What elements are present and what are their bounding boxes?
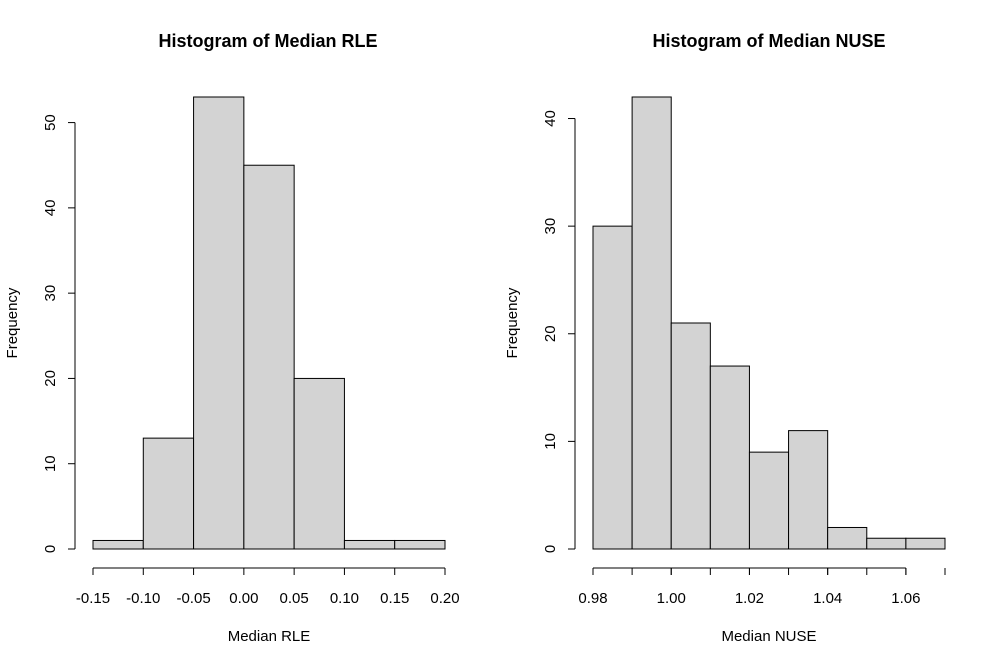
x-tick-label: 1.00 <box>657 590 686 607</box>
x-tick-label: 0.10 <box>330 590 359 607</box>
histogram-bar <box>788 430 829 550</box>
x-tick-label: -0.10 <box>126 590 160 607</box>
histogram-bar <box>866 537 907 550</box>
x-tick-label: 0.05 <box>280 590 309 607</box>
x-axis: 0.98 1.00 1.02 1.04 1.06 <box>578 567 946 607</box>
x-tick-label: 1.02 <box>735 590 764 607</box>
histogram-bar <box>394 539 446 550</box>
histogram-bar <box>592 225 633 550</box>
y-tick-label: 50 <box>42 114 59 131</box>
bar-group <box>92 96 446 550</box>
y-axis: 0 10 20 30 40 50 <box>42 114 76 553</box>
histogram-bar <box>827 526 868 550</box>
histogram-bar <box>905 537 946 550</box>
x-tick-label: 1.06 <box>891 590 920 607</box>
y-tick-label: 30 <box>542 218 559 235</box>
histogram-bar <box>670 322 711 550</box>
chart-title: Histogram of Median NUSE <box>652 31 885 51</box>
chart-title: Histogram of Median RLE <box>158 31 377 51</box>
x-tick-label: 0.00 <box>229 590 258 607</box>
y-tick-label: 20 <box>42 370 59 387</box>
histogram-bar <box>243 164 295 550</box>
histogram-median-rle: Histogram of Median RLE Median RLE Frequ… <box>4 31 460 645</box>
x-tick-label: -0.15 <box>76 590 110 607</box>
y-axis: 0 10 20 30 40 <box>542 110 576 553</box>
histogram-bar <box>631 96 672 550</box>
y-tick-label: 30 <box>42 285 59 302</box>
x-axis-label: Median NUSE <box>721 628 816 645</box>
histogram-bar <box>193 96 245 550</box>
histogram-bar <box>92 539 144 550</box>
x-axis: -0.15 -0.10 -0.05 0.00 0.05 0.10 0.15 0.20 <box>76 567 460 607</box>
histogram-bar <box>709 365 750 550</box>
x-tick-label: 1.04 <box>813 590 842 607</box>
y-tick-label: 0 <box>42 545 59 553</box>
y-tick-label: 40 <box>542 110 559 127</box>
x-axis-label: Median RLE <box>228 628 311 645</box>
y-tick-label: 20 <box>542 325 559 342</box>
bar-group <box>592 96 946 550</box>
y-axis-label: Frequency <box>4 287 21 358</box>
y-tick-label: 40 <box>42 200 59 217</box>
x-tick-label: 0.98 <box>578 590 607 607</box>
histogram-bar <box>748 451 790 550</box>
histogram-bar <box>293 377 345 550</box>
y-tick-label: 10 <box>542 433 559 450</box>
histogram-median-nuse: Histogram of Median NUSE Median NUSE Fre… <box>504 31 946 645</box>
histogram-bar <box>343 539 396 550</box>
x-tick-label: 0.20 <box>430 590 459 607</box>
histogram-bar <box>142 437 195 550</box>
y-axis-label: Frequency <box>504 287 521 358</box>
x-tick-label: 0.15 <box>380 590 409 607</box>
y-tick-label: 10 <box>42 455 59 472</box>
y-tick-label: 0 <box>542 545 559 553</box>
x-tick-label: -0.05 <box>176 590 210 607</box>
